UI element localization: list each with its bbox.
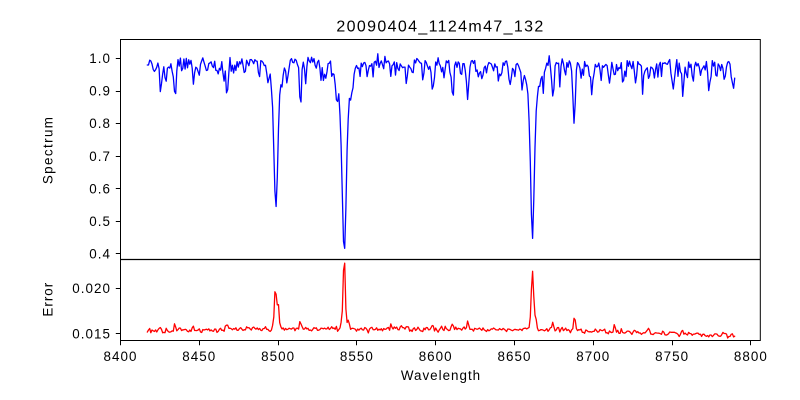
- svg-text:0.9: 0.9: [89, 84, 111, 99]
- svg-text:0.8: 0.8: [89, 116, 111, 131]
- svg-text:8650: 8650: [498, 349, 532, 364]
- svg-text:8750: 8750: [655, 349, 689, 364]
- svg-text:0.6: 0.6: [89, 181, 111, 196]
- svg-text:0.4: 0.4: [89, 246, 111, 261]
- svg-text:Error: Error: [41, 282, 56, 317]
- svg-text:8500: 8500: [261, 349, 295, 364]
- svg-text:Wavelength: Wavelength: [401, 368, 481, 383]
- svg-text:0.015: 0.015: [72, 327, 111, 342]
- svg-text:8600: 8600: [419, 349, 453, 364]
- svg-text:1.0: 1.0: [89, 51, 111, 66]
- svg-text:0.7: 0.7: [89, 149, 111, 164]
- svg-text:0.020: 0.020: [72, 281, 111, 296]
- svg-text:Spectrum: Spectrum: [41, 116, 56, 185]
- svg-text:8400: 8400: [104, 349, 138, 364]
- svg-text:8550: 8550: [340, 349, 374, 364]
- svg-text:8800: 8800: [734, 349, 768, 364]
- svg-text:20090404_1124m47_132: 20090404_1124m47_132: [336, 19, 544, 36]
- svg-text:8450: 8450: [182, 349, 216, 364]
- svg-text:0.5: 0.5: [89, 214, 111, 229]
- svg-text:8700: 8700: [576, 349, 610, 364]
